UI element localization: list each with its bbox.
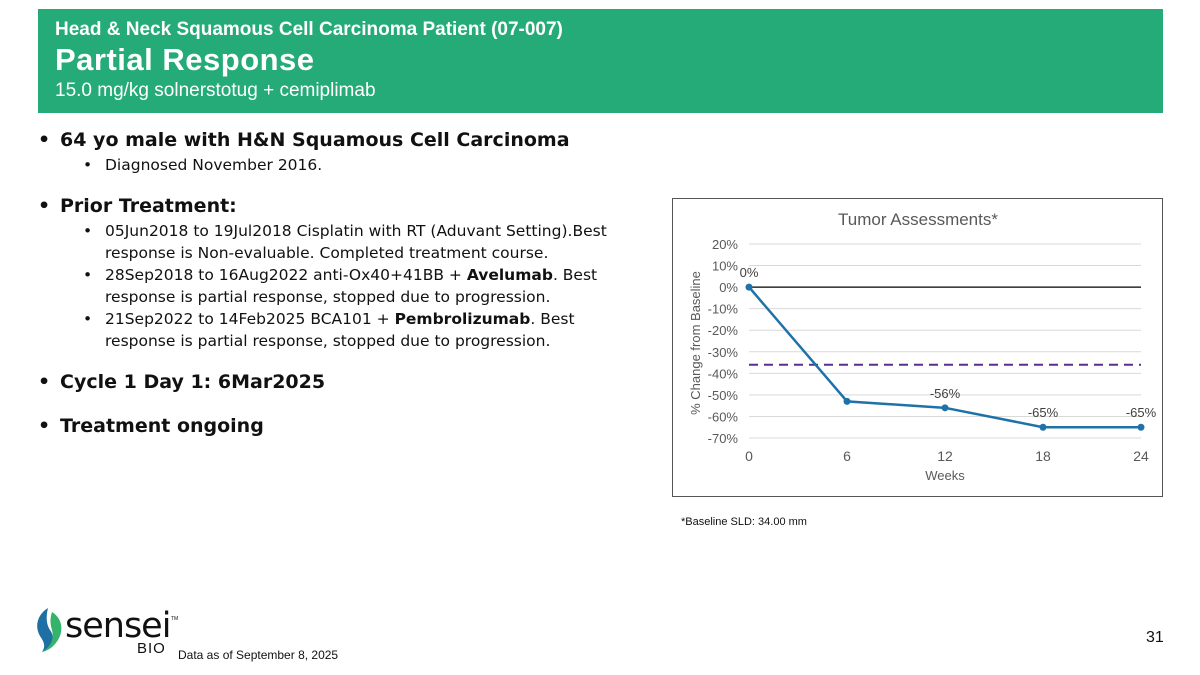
data-label: 0% [740,265,759,280]
y-tick-label: -60% [708,409,739,424]
page-title: Partial Response [55,42,315,77]
data-label: -56% [930,386,961,401]
data-point [745,283,753,291]
data-point [843,397,851,405]
page-number: 31 [1146,629,1164,646]
title-banner: Head & Neck Squamous Cell Carcinoma Pati… [38,9,1163,113]
bullet-diagnosed: Diagnosed November 2016. [38,154,638,176]
x-axis-label: Weeks [925,468,965,483]
patient-summary: 64 yo male with H&N Squamous Cell Carcin… [38,126,638,440]
bullet-prior-heading: Prior Treatment: [38,192,638,220]
x-tick-label: 24 [1133,448,1149,464]
chart-svg: Tumor Assessments*20%10%0%-10%-20%-30%-4… [688,210,1157,483]
x-tick-label: 0 [745,448,753,464]
y-tick-label: -10% [708,302,739,317]
x-tick-label: 6 [843,448,851,464]
data-label: -65% [1028,405,1059,420]
data-point [1039,423,1047,431]
bullet-cycle: Cycle 1 Day 1: 6Mar2025 [38,368,638,396]
company-logo: sensei TM BIO [34,604,184,660]
y-tick-label: -70% [708,431,739,446]
logo-bio: BIO [137,640,166,657]
logo-trademark: TM [171,616,179,622]
y-tick-label: -20% [708,323,739,338]
chart-title: Tumor Assessments* [838,210,998,229]
y-tick-label: -40% [708,366,739,381]
bullet-patient: 64 yo male with H&N Squamous Cell Carcin… [38,126,638,154]
x-tick-label: 12 [937,448,953,464]
y-tick-label: 0% [719,280,738,295]
data-label: -65% [1126,405,1157,420]
header-dose: 15.0 mg/kg solnerstotug + cemiplimab [55,80,376,101]
header-subtitle: Head & Neck Squamous Cell Carcinoma Pati… [55,19,563,40]
y-tick-label: -30% [708,345,739,360]
y-tick-label: 20% [712,237,738,252]
logo-wordmark: sensei [65,606,171,646]
data-point [1137,423,1145,431]
baseline-footnote: *Baseline SLD: 34.00 mm [681,516,807,528]
y-axis-label: % Change from Baseline [688,271,703,415]
y-tick-label: -50% [708,388,739,403]
x-tick-label: 18 [1035,448,1051,464]
tumor-assessment-chart: Tumor Assessments* 20% 10% 0% -10% -20% -30% -4… [672,198,1163,497]
bullet-ongoing: Treatment ongoing [38,412,638,440]
y-tick-label: 10% [712,259,738,274]
logo-mark-icon [37,608,62,652]
bullet-prior-2: 28Sep2018 to 16Aug2022 anti-Ox40+41BB + … [38,264,638,308]
bullet-prior-3: 21Sep2022 to 14Feb2025 BCA101 + Pembroli… [38,308,638,352]
data-as-of: Data as of September 8, 2025 [178,648,339,662]
bullet-prior-1: 05Jun2018 to 19Jul2018 Cisplatin with RT… [38,220,638,264]
data-point [941,404,949,412]
